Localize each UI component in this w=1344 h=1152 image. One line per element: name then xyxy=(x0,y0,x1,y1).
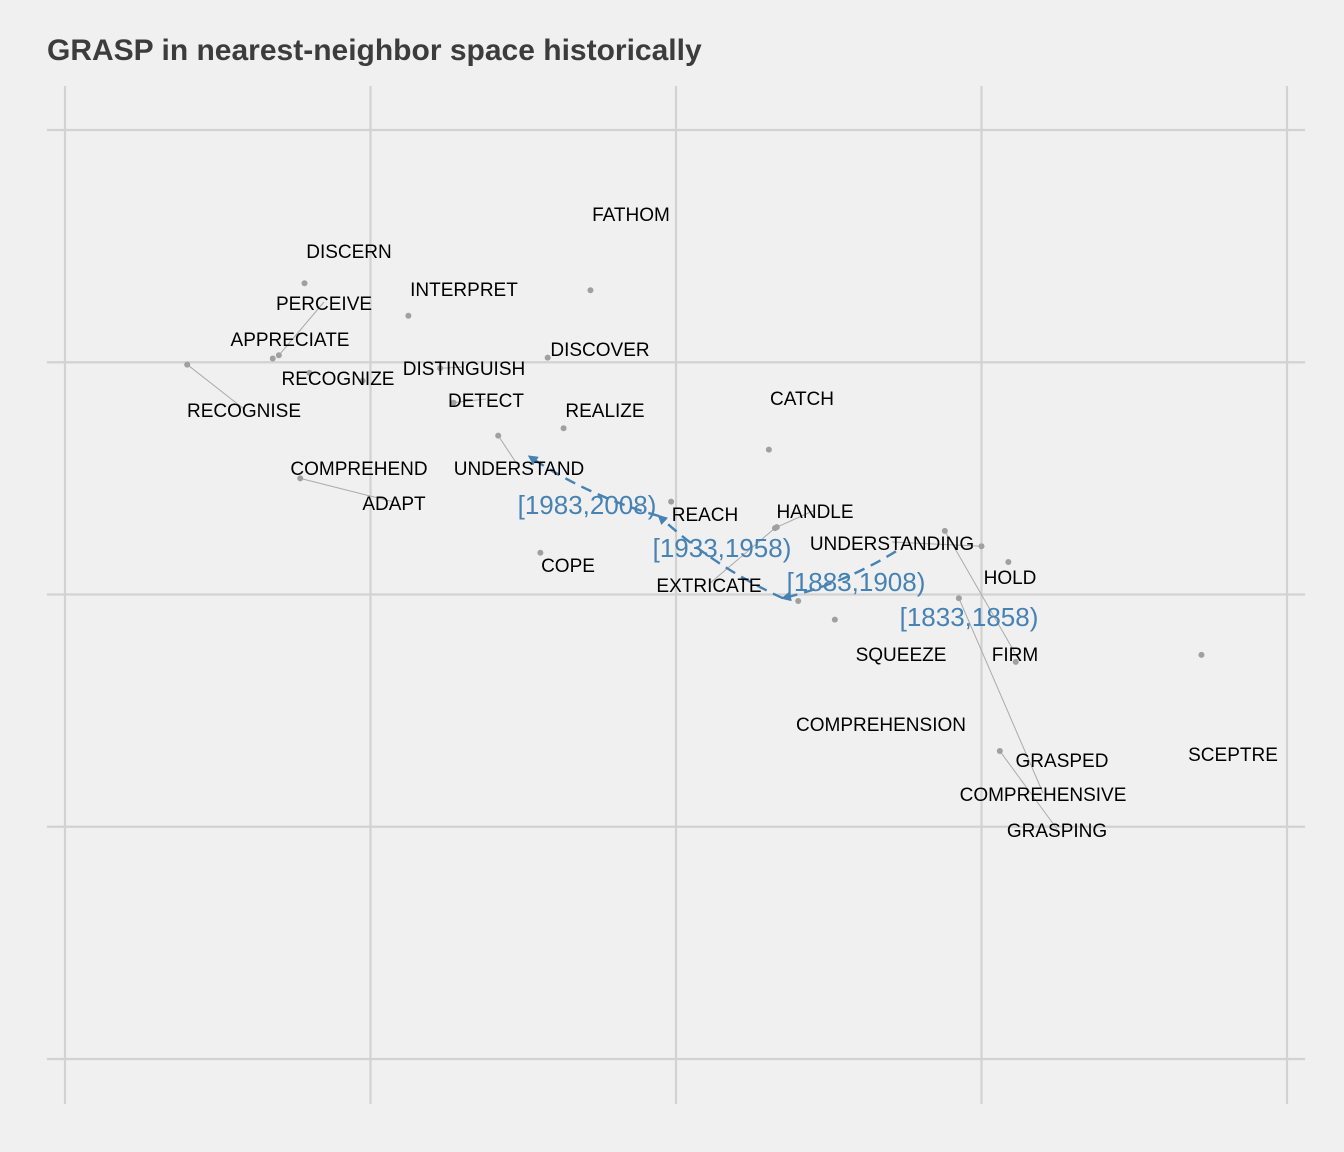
neighbor-points xyxy=(184,280,1205,755)
leader-extricate xyxy=(708,527,776,585)
trajectory-segment-0 xyxy=(780,550,897,602)
point-comprehensive xyxy=(955,595,962,602)
point-catch xyxy=(765,446,772,453)
leader-distinguish xyxy=(440,366,465,369)
point-understand xyxy=(495,432,502,439)
neighbor-labels: FATHOM DISCERN INTERPRET PERCEIVE DISCOVER AP… xyxy=(187,205,1278,842)
point-cope xyxy=(537,549,544,556)
trajectory-labels: [1833,1858) [1883,1908) [1933,1958) [1983,2… xyxy=(518,490,1039,632)
point-adapt xyxy=(297,475,304,482)
point-perceive xyxy=(275,352,282,359)
point-hold xyxy=(1005,558,1012,565)
point-appreciate xyxy=(269,355,276,362)
label-recognise: RECOGNISE xyxy=(187,401,301,422)
label-understand: UNDERSTAND xyxy=(454,459,585,480)
point-realize xyxy=(560,425,567,432)
point-interpret xyxy=(405,312,412,319)
label-discover: DISCOVER xyxy=(550,340,649,361)
label-distinguish: DISTINGUISH xyxy=(403,359,525,380)
label-leader-lines xyxy=(186,301,1058,830)
point-comprehend xyxy=(359,377,366,384)
point-recognise xyxy=(184,361,191,368)
leader-understanding xyxy=(891,541,982,547)
label-detect: DETECT xyxy=(448,391,524,412)
leader-firm xyxy=(944,530,1016,654)
label-fathom: FATHOM xyxy=(592,205,670,226)
grid-lines xyxy=(47,86,1305,1104)
trajectory-label-0: [1833,1858) xyxy=(900,602,1039,632)
leader-adapt xyxy=(300,477,395,503)
label-grasped: GRASPED xyxy=(1016,751,1109,772)
label-catch: CATCH xyxy=(770,389,834,410)
label-cope: COPE xyxy=(541,556,595,577)
label-appreciate: APPRECIATE xyxy=(231,330,350,351)
point-grasping xyxy=(996,748,1003,755)
label-extricate: EXTRICATE xyxy=(656,576,761,597)
point-squeeze xyxy=(831,616,838,623)
label-sceptre: SCEPTRE xyxy=(1188,745,1278,766)
label-perceive: PERCEIVE xyxy=(276,294,372,315)
trajectory-label-2: [1933,1958) xyxy=(653,533,792,563)
leader-comprehensive xyxy=(958,598,1044,794)
point-detect xyxy=(450,399,457,406)
label-squeeze: SQUEEZE xyxy=(856,645,947,666)
point-understanding xyxy=(978,543,985,550)
point-discover xyxy=(544,354,551,361)
label-reach: REACH xyxy=(672,505,739,526)
label-understanding: UNDERSTANDING xyxy=(810,534,974,555)
point-grasped xyxy=(1012,658,1019,665)
leader-perceive xyxy=(278,301,325,356)
trajectory-label-1: [1883,1908) xyxy=(787,567,926,597)
point-recognize xyxy=(306,369,313,376)
label-realize: REALIZE xyxy=(565,401,644,422)
label-comprehensive: COMPREHENSIVE xyxy=(960,785,1127,806)
leader-understand xyxy=(497,435,520,468)
leader-detect xyxy=(453,398,487,404)
label-recognize: RECOGNIZE xyxy=(282,369,395,390)
trajectory-segment-2 xyxy=(527,455,660,518)
point-distinguish xyxy=(437,365,444,372)
label-firm: FIRM xyxy=(992,645,1038,666)
label-comprehend: COMPREHEND xyxy=(290,459,427,480)
label-hold: HOLD xyxy=(984,568,1037,589)
point-extricate xyxy=(771,525,778,532)
label-discern: DISCERN xyxy=(306,242,392,263)
point-sceptre xyxy=(1198,651,1205,658)
leader-grasping xyxy=(999,750,1058,830)
label-interpret: INTERPRET xyxy=(410,280,518,301)
label-comprehension: COMPREHENSION xyxy=(796,715,966,736)
point-reach xyxy=(668,498,675,505)
leader-recognise xyxy=(186,364,245,410)
point-comprehension xyxy=(795,598,802,605)
trajectory-segment-1 xyxy=(657,514,784,600)
leader-handle xyxy=(776,509,816,528)
chart-title: GRASP in nearest-neighbor space historic… xyxy=(47,34,702,67)
point-fathom xyxy=(587,287,594,294)
trajectory-path xyxy=(527,455,897,602)
point-firm xyxy=(941,527,948,534)
label-adapt: ADAPT xyxy=(362,494,426,515)
trajectory-label-3: [1983,2008) xyxy=(518,490,657,520)
label-grasping: GRASPING xyxy=(1007,821,1107,842)
label-handle: HANDLE xyxy=(776,502,853,523)
point-discern xyxy=(301,280,308,287)
